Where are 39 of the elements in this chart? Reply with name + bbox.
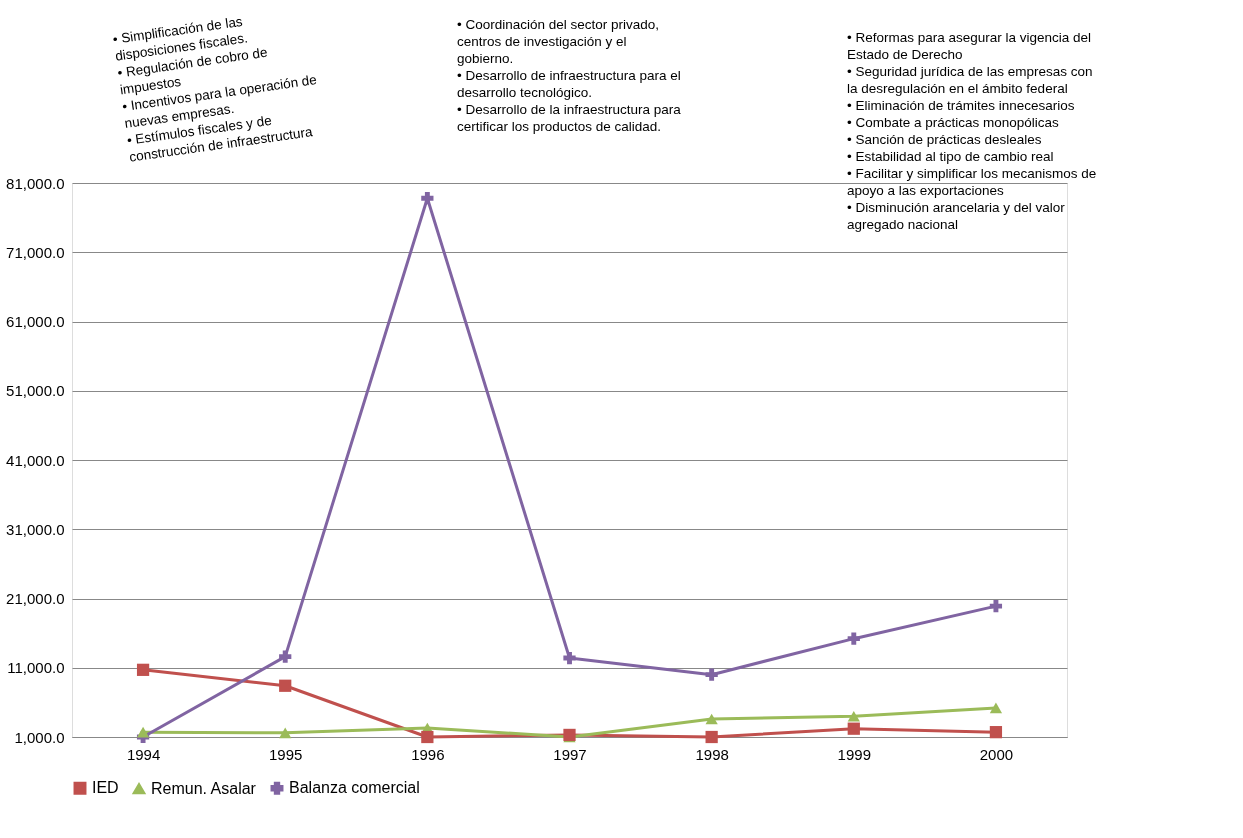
x-tick-label: 1996 <box>411 745 445 763</box>
point <box>136 663 150 676</box>
y-tick-label: 31,000.0 <box>6 520 65 538</box>
y-tick-label: 51,000.0 <box>6 382 65 400</box>
point <box>421 192 434 205</box>
y-tick-label: 21,000.0 <box>6 590 65 607</box>
x-tick-label: 1995 <box>269 745 303 763</box>
y-tick-label: 11,000.0 <box>7 659 65 677</box>
point <box>421 730 434 744</box>
point <box>705 713 718 725</box>
legend-label: Remun. Asalar <box>151 779 257 797</box>
point <box>705 730 718 744</box>
text: • Coordinación del sector privado, centros de investigación y el gobierno. • Desarrollo de infraestructura para el desarrollo tecnológico. • Desarrollo de la infraestructura para certificar los productos de calidad. <box>457 17 682 134</box>
point <box>989 726 1003 739</box>
y-tick-label: 81,000.0 <box>6 174 65 192</box>
point <box>136 726 150 738</box>
point <box>279 650 292 663</box>
point <box>847 710 860 722</box>
point <box>279 679 292 692</box>
x-tick-label: 1994 <box>126 745 161 763</box>
point <box>279 727 292 739</box>
point <box>989 599 1003 613</box>
legend-label: IED <box>92 779 119 797</box>
text: • Simplificación de las disposiciones fiscales. • Regulación de cobro de impuestos • Incentivos para la operación de nuevas empresas. • Estímulos fiscales y de construcción de infraestructura <box>111 13 318 165</box>
x-tick-label: 1997 <box>553 745 587 763</box>
legend-label: Balanza comercial <box>289 779 420 797</box>
x-tick-label: 2000 <box>979 745 1014 763</box>
y-tick-label: 41,000.0 <box>6 451 65 469</box>
x-tick-label: 1998 <box>695 745 729 763</box>
text: • Reformas para asegurar la vigencia del Estado de Derecho • Seguridad jurídica de las empresas con la desregulación en el ámbito federal • Eliminación de trámites innecesarios • Combate a prácticas monopólicas • Sanción de prácticas desleales • Estabilidad al tipo de cambio real • Facilitar y simplificar los mecanismos de apoyo a las exportaciones • Disminución arancelaria y del valor agregado nacional <box>847 30 1097 232</box>
y-tick-label: 71,000.0 <box>6 243 65 261</box>
point <box>989 702 1003 714</box>
y-tick-label: 1,000.0 <box>14 728 65 746</box>
point <box>847 632 860 645</box>
y-tick-label: 61,000.0 <box>6 313 65 330</box>
point <box>705 668 718 681</box>
point <box>847 722 860 735</box>
point <box>563 651 576 665</box>
x-tick-label: 1999 <box>837 745 871 763</box>
